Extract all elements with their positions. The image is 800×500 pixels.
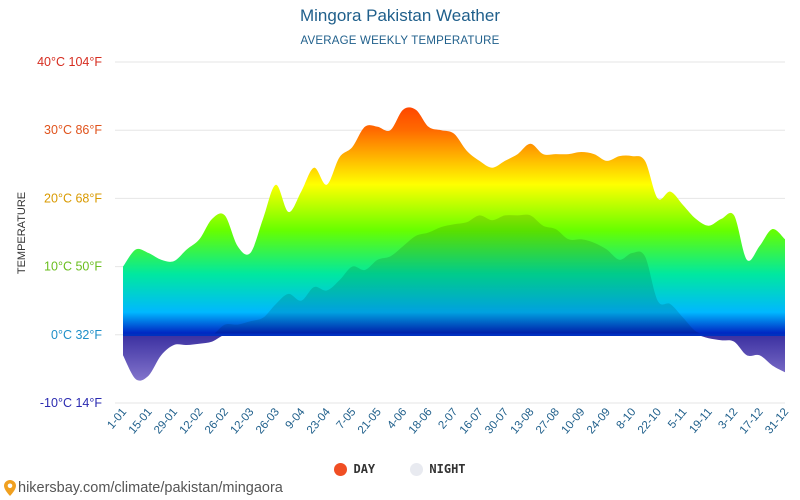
x-tick-label: 21-05 — [356, 406, 384, 436]
x-tick-label: 26-02 — [203, 406, 231, 436]
legend-item-day[interactable]: DAY — [334, 462, 375, 476]
x-tick-label: 22-10 — [636, 406, 664, 436]
day-color-dot — [334, 462, 348, 476]
x-tick-label: 26-03 — [254, 406, 282, 436]
legend-night-label: NIGHT — [429, 462, 466, 476]
night-series-area — [123, 214, 785, 336]
chart-subtitle: AVERAGE WEEKLY TEMPERATURE — [300, 35, 500, 47]
y-tick-label: 20°C 68°F — [44, 191, 102, 205]
source-link-text: hikersbay.com/climate/pakistan/mingaora — [18, 480, 283, 496]
x-tick-label: 19-11 — [687, 406, 715, 436]
x-tick-label: 30-07 — [483, 406, 511, 436]
y-tick-label: 0°C 32°F — [51, 328, 102, 342]
night-color-dot — [410, 462, 424, 476]
x-tick-label: 23-04 — [305, 406, 333, 437]
x-tick-label: 9-04 — [284, 406, 308, 432]
x-tick-label: 2-07 — [436, 406, 460, 431]
legend-day-label: DAY — [353, 462, 376, 476]
x-tick-label: 24-09 — [585, 406, 613, 436]
night-series-below-zero — [123, 334, 785, 381]
x-tick-label: 17-12 — [738, 406, 766, 436]
x-tick-label: 12-02 — [178, 406, 206, 436]
day-series-area — [123, 107, 785, 335]
x-tick-label: 27-08 — [534, 406, 562, 436]
y-axis-label: TEMPERATURE — [16, 192, 28, 274]
x-tick-label: 1-01 — [105, 406, 129, 431]
legend: DAY NIGHT — [0, 462, 800, 479]
chart-title: Mingora Pakistan Weather — [299, 6, 500, 25]
x-tick-label: 5-11 — [666, 406, 689, 431]
legend-item-night[interactable]: NIGHT — [410, 462, 466, 476]
y-tick-label: 30°C 86°F — [44, 123, 102, 137]
x-tick-label: 15-01 — [127, 406, 155, 436]
x-tick-label: 7-05 — [335, 406, 359, 431]
y-tick-label: 40°C 104°F — [37, 55, 102, 69]
x-tick-label: 10-09 — [559, 406, 587, 436]
x-tick-label: 3-12 — [716, 406, 740, 431]
x-tick-label: 4-06 — [385, 406, 409, 431]
x-tick-label: 13-08 — [509, 406, 537, 436]
x-tick-label: 16-07 — [458, 406, 486, 436]
y-tick-label: -10°C 14°F — [40, 396, 102, 410]
location-pin-icon — [4, 480, 16, 496]
x-tick-label: 31-12 — [763, 406, 791, 436]
x-tick-label: 12-03 — [228, 406, 256, 436]
x-tick-label: 29-01 — [152, 406, 180, 436]
x-tick-label: 18-06 — [407, 406, 435, 436]
y-tick-label: 10°C 50°F — [44, 260, 102, 274]
source-link[interactable]: hikersbay.com/climate/pakistan/mingaora — [4, 480, 283, 496]
x-tick-label: 8-10 — [615, 406, 639, 431]
